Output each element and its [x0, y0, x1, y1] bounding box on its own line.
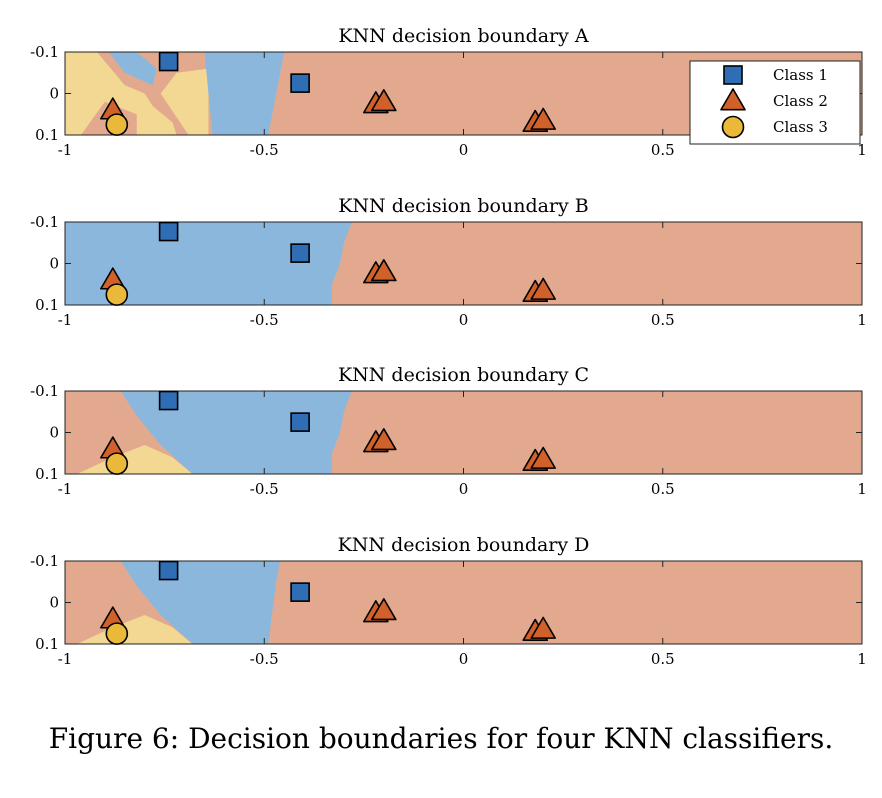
x-tick-label: 0 [459, 311, 469, 329]
x-tick-label: -1 [58, 650, 73, 668]
data-points [100, 560, 557, 645]
point-class-1 [290, 73, 310, 93]
y-tick-label: 0 [49, 255, 59, 273]
point-class-3 [105, 452, 129, 475]
chart-title: KNN decision boundary A [338, 25, 589, 47]
y-tick-label: 0.1 [35, 635, 59, 653]
x-tick-label: 0.5 [651, 650, 675, 668]
data-points [100, 221, 557, 306]
y-tick-label: -0.1 [30, 552, 59, 570]
legend-label: Class 3 [773, 118, 828, 136]
chart-title: KNN decision boundary D [338, 534, 590, 556]
point-class-1 [158, 560, 179, 581]
y-tick-label: 0 [49, 424, 59, 442]
x-tick-label: -1 [58, 141, 73, 159]
point-class-2 [530, 446, 557, 469]
legend-label: Class 1 [773, 66, 828, 84]
data-points [100, 390, 557, 475]
region-class-1 [204, 52, 285, 135]
x-tick-label: 0.5 [651, 480, 675, 498]
point-class-1 [290, 243, 310, 263]
chart-title: KNN decision boundary C [338, 364, 589, 386]
legend-box [689, 60, 861, 145]
y-tick-label: -0.1 [30, 382, 59, 400]
y-tick-label: -0.1 [30, 43, 59, 61]
point-class-2 [370, 427, 397, 451]
point-class-2 [530, 277, 557, 300]
region-class-3 [160, 68, 209, 135]
region-class-1 [65, 222, 352, 305]
x-tick-label: -1 [58, 480, 73, 498]
y-tick-label: -0.1 [30, 213, 59, 231]
region-class-3 [76, 614, 193, 644]
region-class-3 [65, 52, 177, 135]
legend-marker-class-3 [721, 115, 745, 139]
point-class-2 [370, 258, 397, 282]
region-class-1 [108, 52, 157, 86]
x-tick-label: -0.5 [250, 141, 279, 159]
x-tick-label: -0.5 [250, 650, 279, 668]
point-class-2 [530, 107, 557, 130]
point-class-1 [158, 390, 179, 411]
x-tick-label: 1 [857, 480, 867, 498]
panel-d: -1 -0.5 0 0.5 1 -0.1 0 0.1 KNN decision boundary… [30, 534, 867, 668]
decision-regions [65, 222, 862, 305]
y-tick-label: 0.1 [35, 465, 59, 483]
x-tick-label: 0 [459, 141, 469, 159]
point-class-3 [105, 113, 129, 136]
panel-b: -1 -0.5 0 0.5 1 -0.1 0 0.1 KNN decision boundary… [30, 195, 867, 329]
panel-a: -1 -0.5 0 0.5 1 -0.1 0 0.1 KNN decision boundary… [30, 25, 867, 159]
point-class-1 [290, 412, 310, 432]
legend-marker-class-2 [720, 88, 746, 111]
point-class-1 [290, 582, 310, 602]
chart-title: KNN decision boundary B [338, 195, 589, 217]
y-tick-label: 0 [49, 85, 59, 103]
region-class-1 [120, 561, 281, 644]
legend-marker-class-1 [723, 65, 743, 85]
point-class-2 [530, 616, 557, 639]
figure: -1 -0.5 0 0.5 1 -0.1 0 0.1 KNN decision boundary… [30, 25, 867, 668]
data-points [100, 51, 557, 136]
y-tick-label: 0.1 [35, 126, 59, 144]
figure-caption: Figure 6: Decision boundaries for four K… [48, 722, 834, 755]
y-tick-label: 0.1 [35, 296, 59, 314]
x-tick-label: 1 [857, 311, 867, 329]
panel-c: -1 -0.5 0 0.5 1 -0.1 0 0.1 KNN decision boundary… [30, 364, 867, 498]
legend-label: Class 2 [773, 92, 828, 110]
x-tick-label: 1 [857, 650, 867, 668]
decision-regions [65, 391, 862, 474]
legend: Class 1 Class 2 Class 3 [689, 60, 861, 145]
point-class-1 [158, 221, 179, 242]
x-tick-label: 1 [857, 141, 867, 159]
point-class-2 [370, 89, 397, 112]
x-tick-label: -1 [58, 311, 73, 329]
point-class-2 [370, 597, 397, 621]
x-tick-label: -0.5 [250, 480, 279, 498]
decision-regions [65, 52, 862, 135]
region-class-1 [120, 391, 352, 474]
region-class-3 [76, 444, 193, 474]
x-tick-label: 0.5 [651, 311, 675, 329]
x-tick-label: 0.5 [651, 141, 675, 159]
point-class-3 [105, 283, 129, 306]
x-tick-label: -0.5 [250, 311, 279, 329]
point-class-3 [105, 622, 129, 645]
x-tick-label: 0 [459, 480, 469, 498]
y-tick-label: 0 [49, 594, 59, 612]
x-tick-label: 0 [459, 650, 469, 668]
point-class-1 [158, 51, 179, 72]
decision-regions [65, 561, 862, 644]
